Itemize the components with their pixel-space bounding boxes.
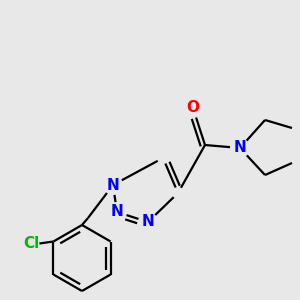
Text: N: N bbox=[234, 140, 246, 155]
Text: N: N bbox=[142, 214, 154, 230]
Text: Cl: Cl bbox=[23, 236, 40, 251]
Text: N: N bbox=[111, 205, 123, 220]
Text: O: O bbox=[187, 100, 200, 116]
Text: N: N bbox=[106, 178, 119, 193]
